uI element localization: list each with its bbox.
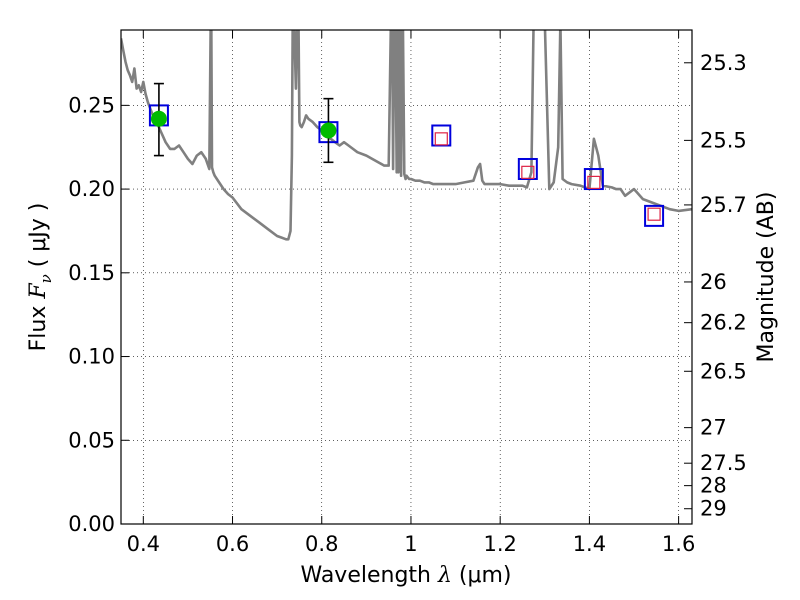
mag-tick-label: 27 xyxy=(700,416,727,440)
y-tick-label: 0.05 xyxy=(68,428,115,452)
x-tick-label: 0.4 xyxy=(127,532,160,556)
model-flux-small-box xyxy=(587,175,601,189)
plot-frame xyxy=(120,29,693,525)
observed-flux-point xyxy=(150,110,167,127)
y-tick-label: 0.10 xyxy=(68,345,115,369)
axis-ticks: 0.4 0.6 0.8 1 1.2 1.4 1.6 0.00 0.05 0.10 0.15 0.20 0… xyxy=(68,30,747,556)
plot-background xyxy=(121,30,692,524)
x-tick-label: 0.8 xyxy=(305,532,338,556)
mag-tick-label: 29 xyxy=(700,497,727,521)
y-tick-label: 0.20 xyxy=(68,177,115,201)
y-tick-label: 0.25 xyxy=(68,93,115,117)
model-flux-box xyxy=(431,124,452,147)
points-layer xyxy=(148,82,665,227)
x-tick-label: 0.6 xyxy=(216,532,249,556)
model-flux-box xyxy=(644,204,665,227)
observed-flux-point xyxy=(320,122,337,139)
model-flux-small-box xyxy=(521,165,535,179)
model-flux-small-box xyxy=(647,207,661,221)
mag-tick-label: 26.2 xyxy=(700,311,747,335)
model-flux-box xyxy=(517,157,538,180)
y2-axis-label: Magnitude (AB) xyxy=(754,192,779,363)
model-flux-box xyxy=(583,168,604,191)
mag-tick-label: 25.7 xyxy=(700,193,747,217)
mag-tick-label: 25.3 xyxy=(700,51,747,75)
y-tick-label: 0.15 xyxy=(68,261,115,285)
y-axis-label: Flux Fν ( μJy ) xyxy=(26,203,55,352)
mag-tick-label: 26.5 xyxy=(700,359,747,383)
model-flux-small-box xyxy=(434,132,448,146)
x-axis-label: Wavelength λ (μm) xyxy=(300,563,511,588)
spectrum-line xyxy=(121,30,692,241)
x-tick-label: 1.2 xyxy=(483,532,516,556)
mag-tick-label: 25.5 xyxy=(700,128,747,152)
mag-tick-label: 26 xyxy=(700,270,727,294)
x-tick-label: 1 xyxy=(404,532,417,556)
y-tick-label: 0.00 xyxy=(68,512,115,536)
x-tick-label: 1.6 xyxy=(662,532,695,556)
spectrum-layer xyxy=(121,30,692,241)
mag-tick-label: 28 xyxy=(700,474,727,498)
mag-tick-label: 27.5 xyxy=(700,451,747,475)
x-tick-label: 1.4 xyxy=(573,532,606,556)
